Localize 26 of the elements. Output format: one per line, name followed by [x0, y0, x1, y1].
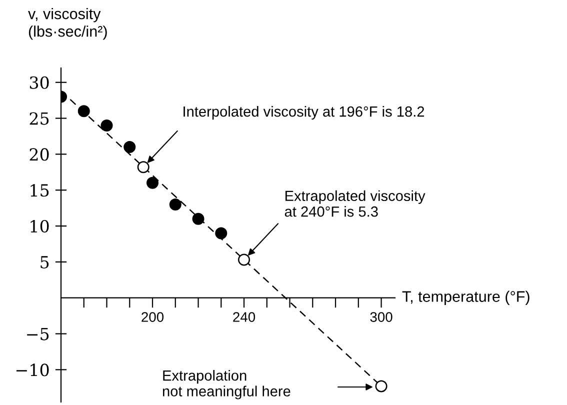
point	[146, 176, 159, 189]
y-axis-title: v, viscosity (lbs·sec/in²)	[28, 8, 107, 40]
point	[78, 105, 90, 118]
y-tick-label: 30	[30, 76, 49, 89]
y-tick-label: 5	[40, 256, 49, 269]
y-tick-label: −10	[16, 364, 49, 376]
point	[137, 161, 150, 174]
y-tick-label: 10	[30, 220, 49, 233]
x-tick-label: 200	[142, 312, 164, 322]
point	[169, 198, 182, 210]
y-tick-label: −5	[27, 328, 49, 340]
annotation: Extrapolation not meaningful here	[162, 370, 290, 400]
y-tick-label: 25	[30, 112, 49, 125]
x-axis-title: T, temperature (°F)	[402, 290, 530, 305]
y-tick-label: 15	[30, 184, 49, 197]
point	[124, 141, 136, 154]
point	[215, 227, 228, 240]
point	[100, 119, 113, 132]
y-tick-label: 20	[30, 148, 49, 161]
x-tick-label: 300	[370, 312, 392, 322]
annotation: Interpolated viscosity at 196°F is 18.2	[184, 106, 424, 120]
annotation: Extrapolated viscosity at 240°F is 5.3	[284, 190, 426, 217]
point	[375, 380, 388, 392]
x-tick-label: 240	[233, 312, 256, 322]
point	[238, 254, 250, 266]
point	[192, 212, 204, 225]
